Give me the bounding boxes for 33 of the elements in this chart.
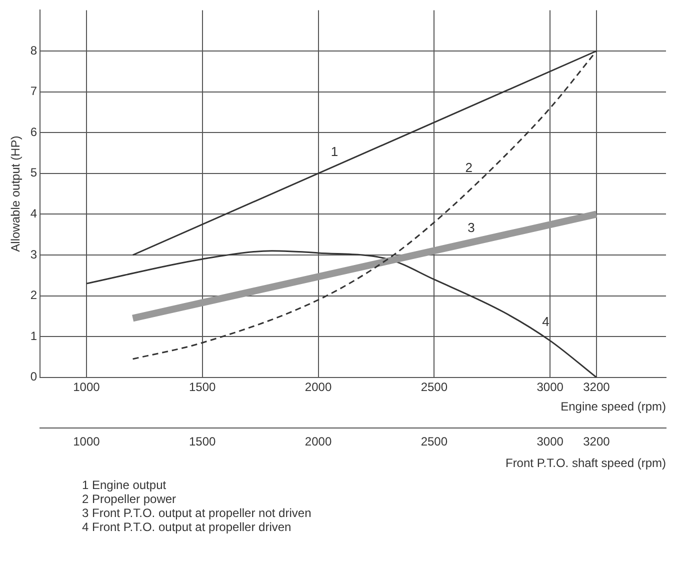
y-tick-label: 0	[30, 370, 38, 384]
text: 3 Front P.T.O. output at propeller not driven	[82, 506, 312, 520]
series-label: 3	[468, 220, 475, 235]
y-tick-label: 1	[30, 328, 38, 343]
x-tick-label: 2000	[304, 434, 332, 449]
series-label: 1	[330, 144, 338, 159]
x2-tick-label: 1000	[73, 380, 100, 394]
text: 2 Propeller power	[82, 492, 178, 506]
series-label: 4	[542, 314, 550, 330]
y-tick-label: 8	[30, 43, 38, 58]
y-axis-title: Allowable output (HP)	[8, 136, 23, 252]
line-series	[86, 250, 598, 378]
y-tick-label: 6	[30, 124, 38, 139]
series-label: 2	[465, 160, 472, 176]
text: 1 Engine output	[82, 478, 168, 492]
x-tick-label: 1500	[189, 434, 216, 449]
x-tick-label: 3200	[583, 434, 610, 449]
x2-tick-label: 3200	[583, 380, 610, 394]
text: 4 Front P.T.O. output at propeller driven	[82, 520, 292, 534]
x-tick-label: 1000	[73, 434, 100, 449]
y-tick-label: 7	[30, 84, 38, 98]
y-tick-label: 2	[30, 288, 38, 302]
x-tick-label: 3000	[536, 434, 564, 449]
x2-tick-label: 3000	[536, 380, 564, 394]
x2-tick-label: 1500	[189, 380, 216, 394]
x2-tick-label: 2000	[304, 380, 332, 394]
x-axis-title: Engine speed (rpm)	[560, 399, 666, 414]
y-tick-label: 4	[30, 206, 38, 221]
y-tick-label: 5	[30, 166, 38, 180]
x-tick-label: 2500	[420, 434, 448, 449]
x2-axis-title: Front P.T.O. shaft speed (rpm)	[505, 456, 666, 470]
y-tick-label: 3	[30, 247, 38, 262]
x2-tick-label: 2500	[420, 380, 448, 394]
